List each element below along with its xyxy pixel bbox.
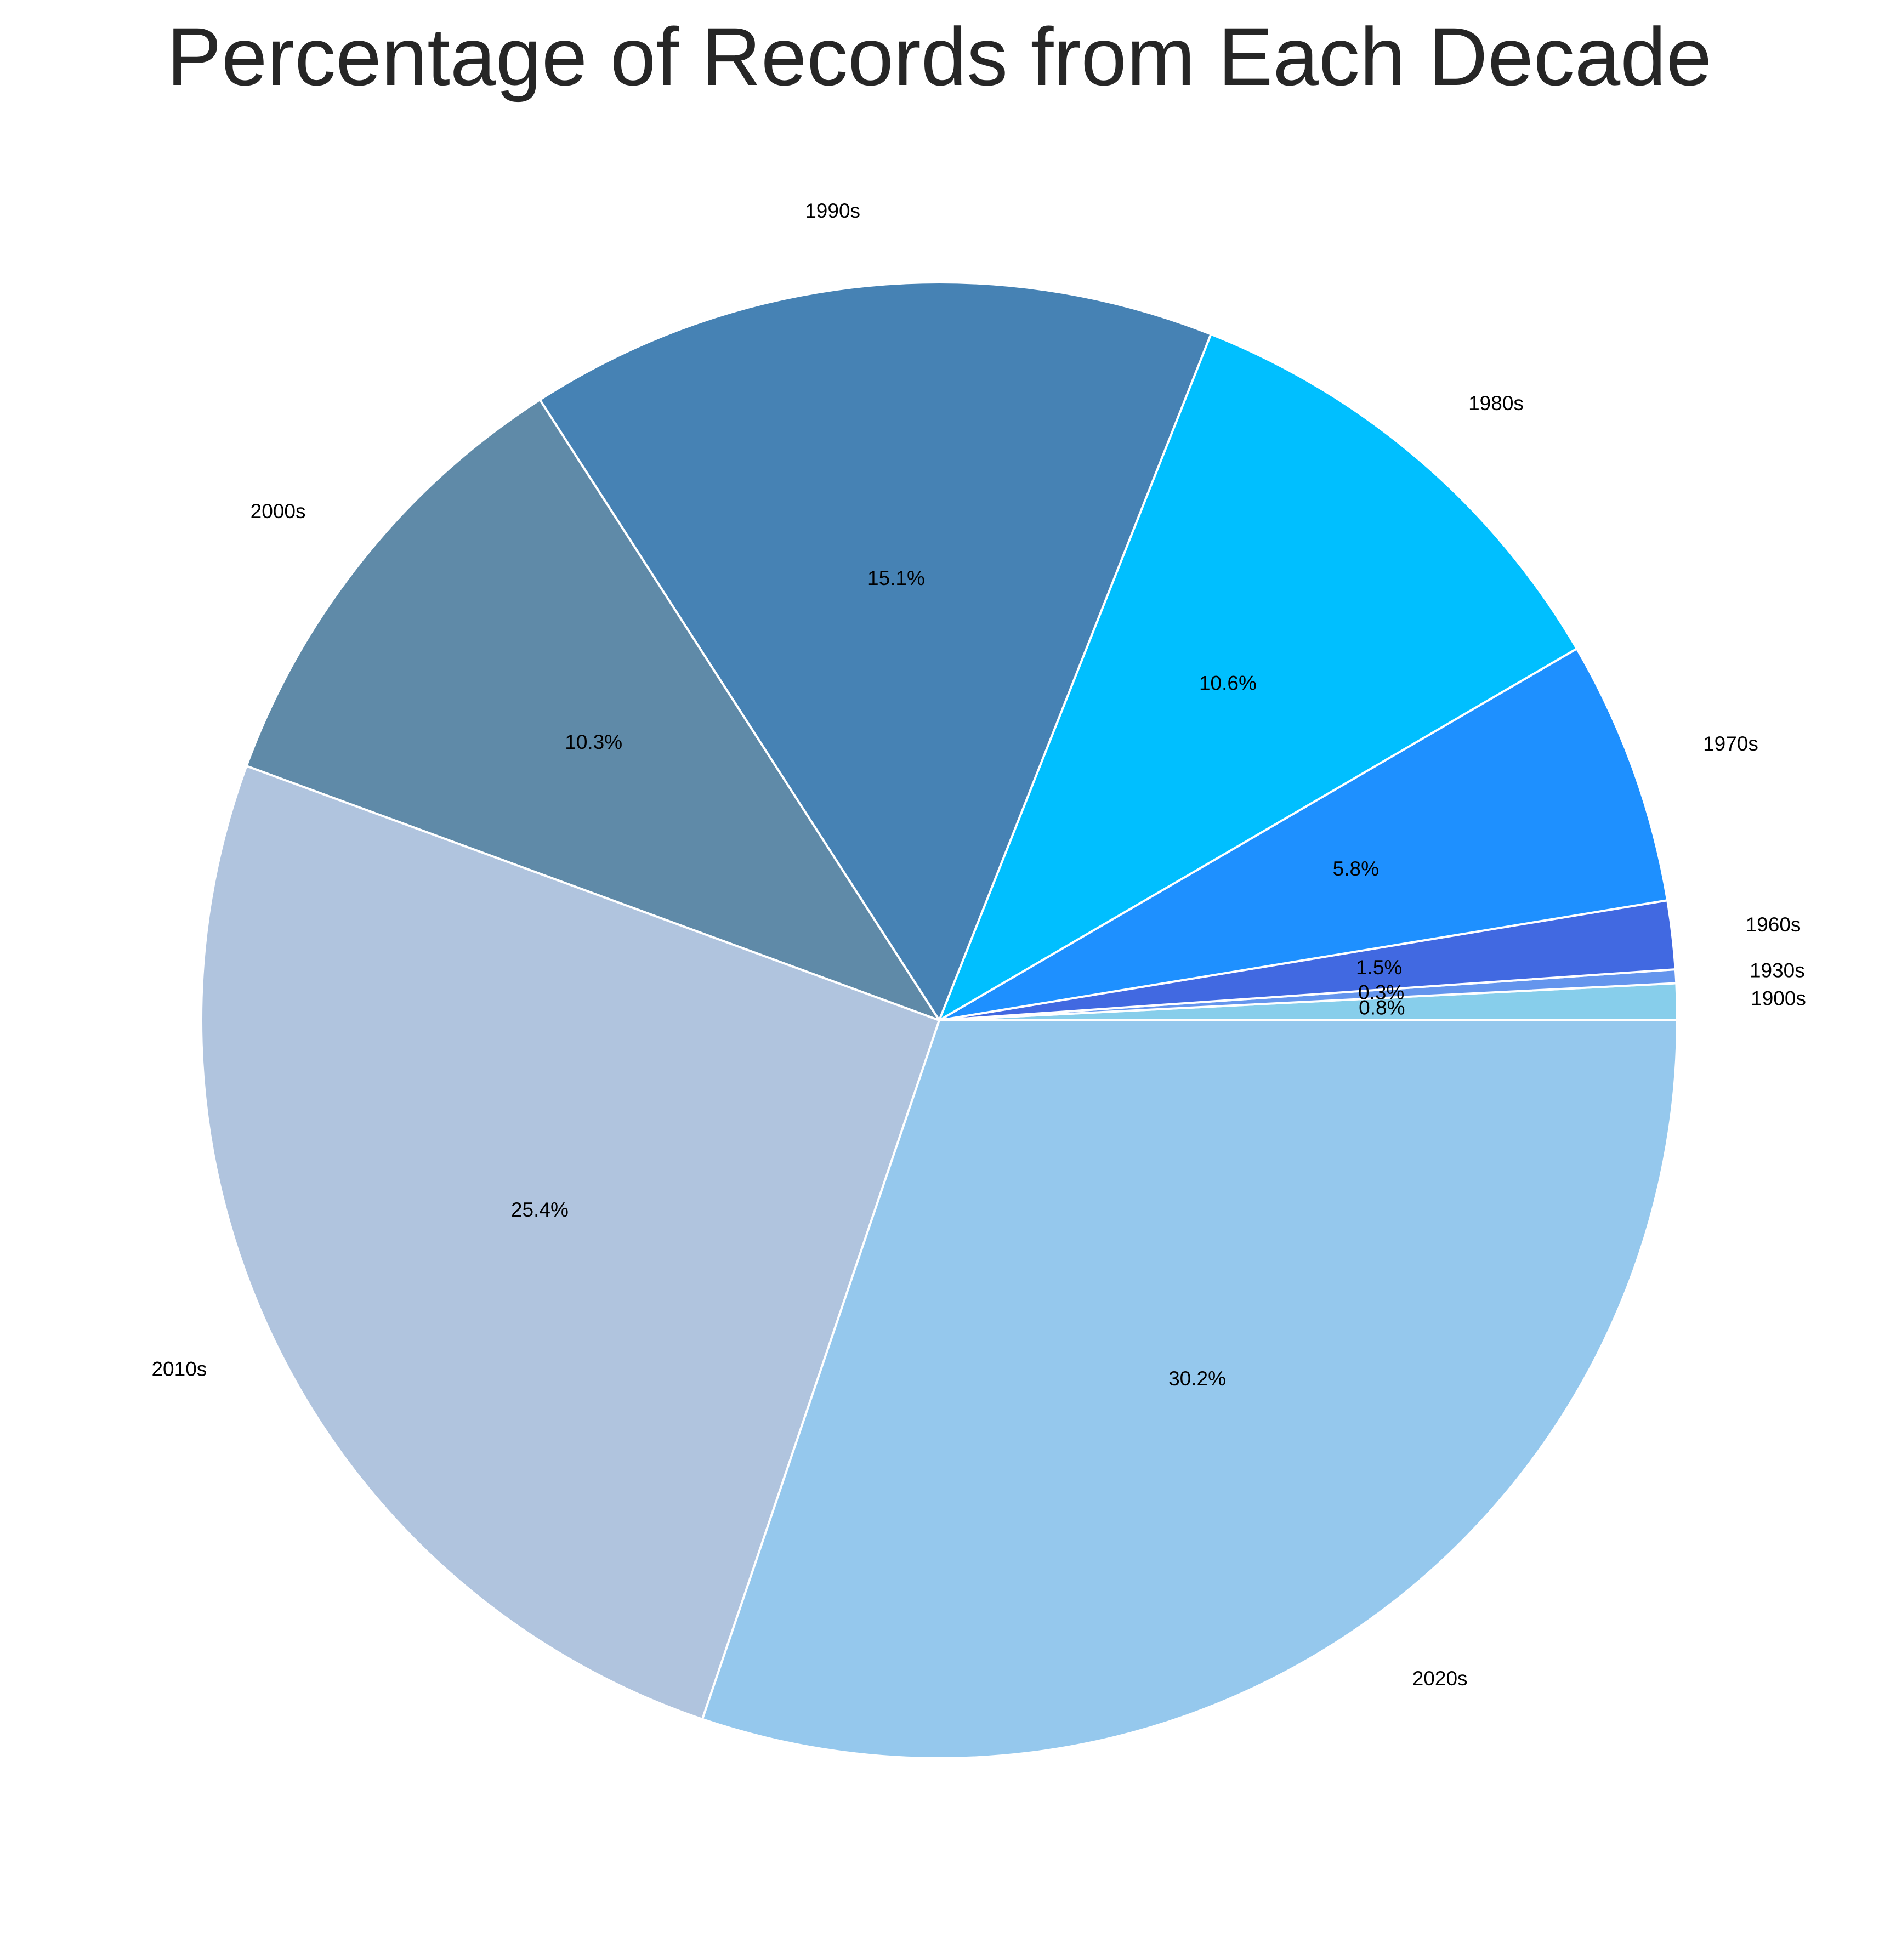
slice-label-2010s: 2010s (151, 1358, 207, 1380)
slice-label-1900s: 1900s (1751, 987, 1806, 1010)
slice-percent-2000s: 10.3% (565, 731, 622, 753)
slice-label-2000s: 2000s (251, 500, 306, 522)
pie-labels: 1900s 0.8% 1930s 0.3% 1960s 1.5% 1970s 5.8% 1980… (151, 200, 1806, 1690)
slice-label-2020s: 2020s (1412, 1667, 1468, 1690)
pie-slices (200, 281, 1678, 1759)
slice-percent-1980s: 10.6% (1199, 672, 1257, 694)
slice-label-1960s: 1960s (1746, 913, 1801, 936)
slice-percent-1970s: 5.8% (1333, 857, 1379, 880)
slice-label-1970s: 1970s (1703, 732, 1758, 755)
slice-percent-1990s: 15.1% (867, 567, 925, 589)
pie-slice-1970s (938, 647, 1669, 1021)
slice-percent-1900s: 0.8% (1359, 996, 1405, 1019)
pie-slice-2020s (701, 1019, 1678, 1759)
slice-label-1980s: 1980s (1468, 392, 1524, 414)
pie-slice-2000s (245, 399, 940, 1021)
pie-slice-2010s (200, 765, 940, 1720)
slice-percent-2020s: 30.2% (1168, 1367, 1226, 1390)
pie-slice-1990s (538, 281, 1212, 1021)
slice-percent-2010s: 25.4% (511, 1198, 569, 1221)
slice-percent-1960s: 1.5% (1356, 956, 1402, 979)
slice-label-1930s: 1930s (1750, 959, 1805, 981)
pie-slice-1980s (938, 333, 1578, 1021)
chart-title: Percentage of Records from Each Decade (167, 10, 1712, 103)
slice-percent-1930s: 0.3% (1358, 981, 1404, 1004)
slice-label-1990s: 1990s (805, 200, 860, 222)
